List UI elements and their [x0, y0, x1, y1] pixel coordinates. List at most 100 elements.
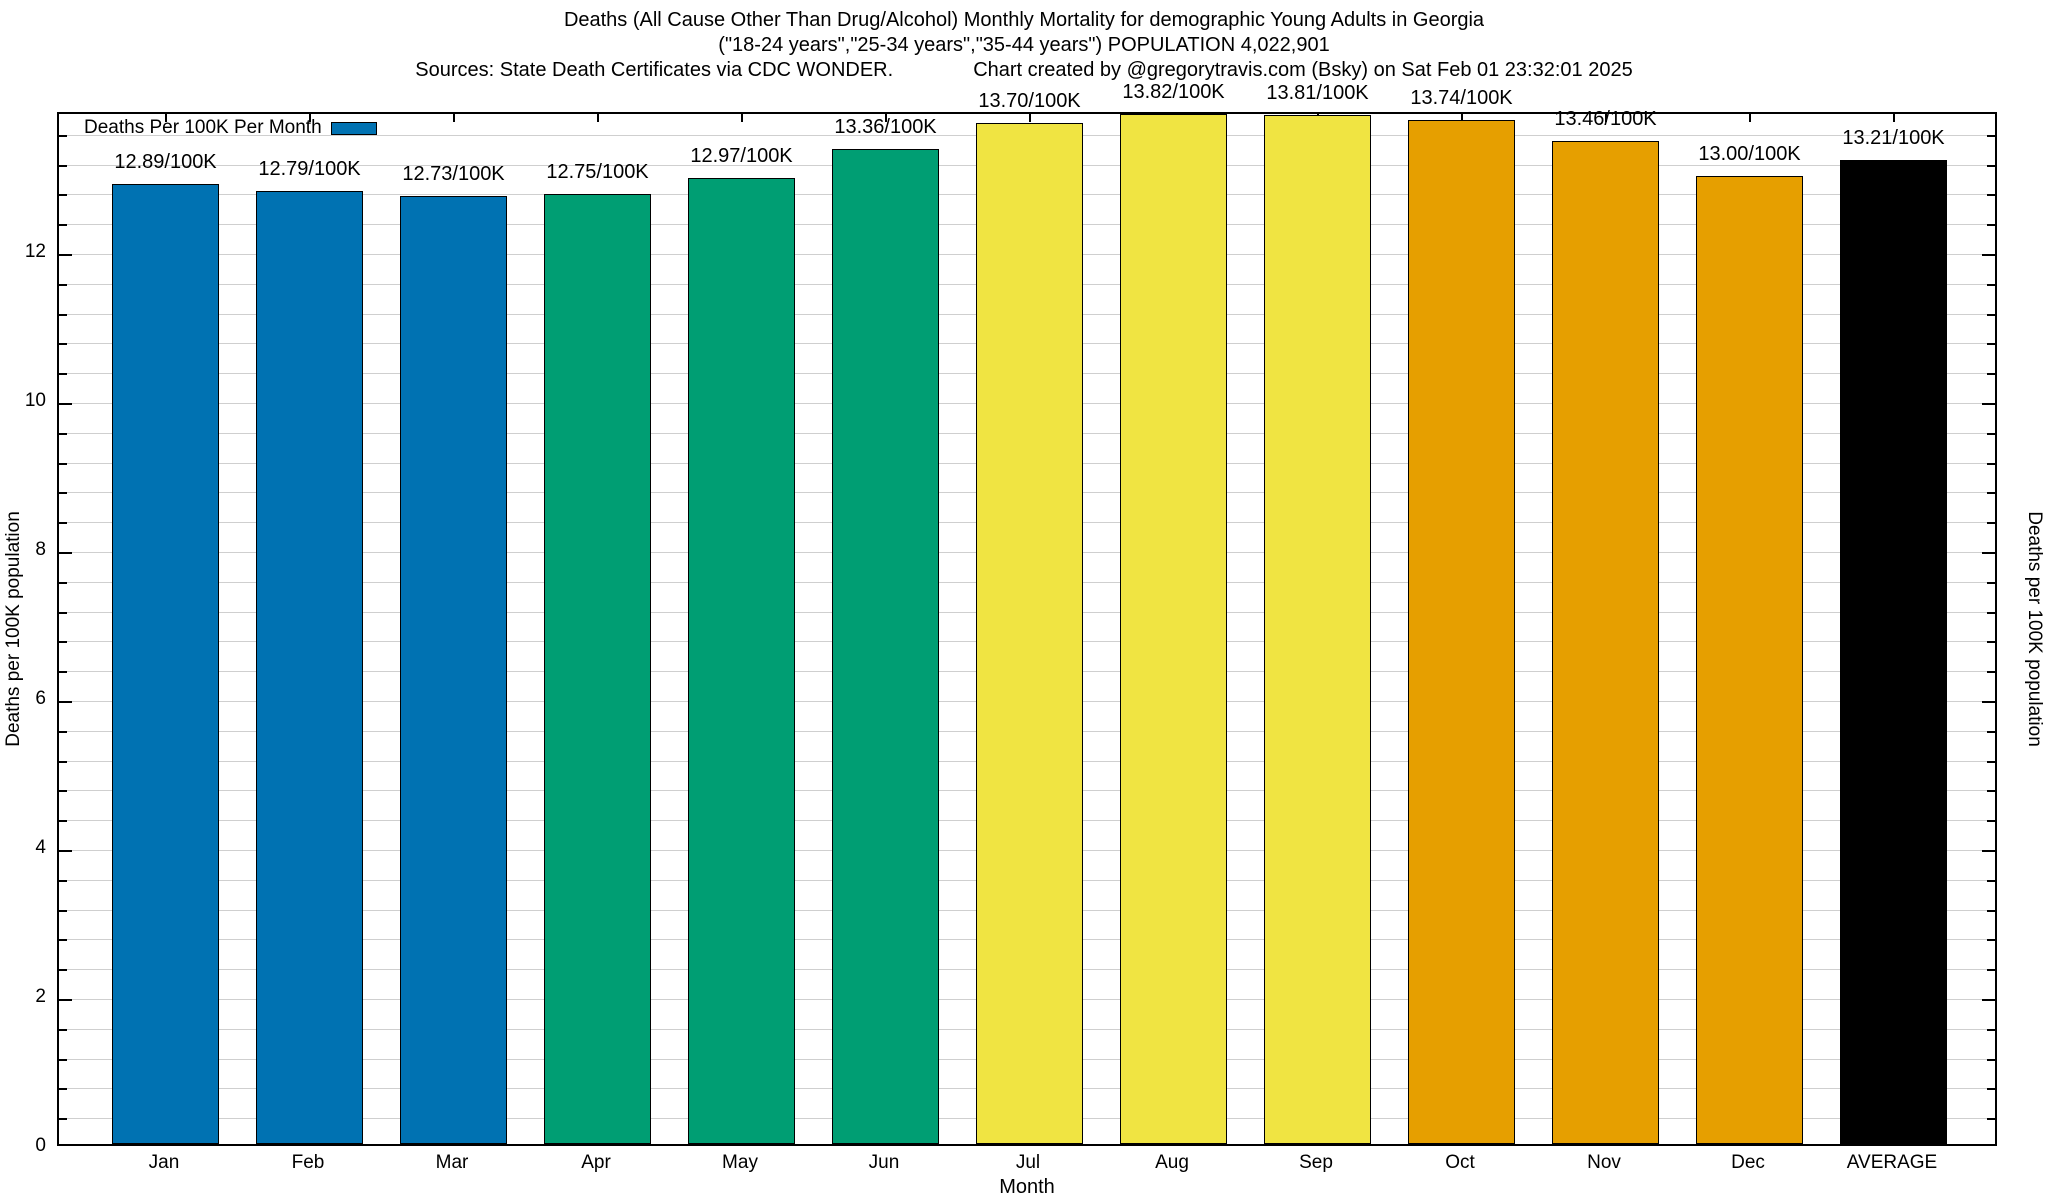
y-minor-tick	[59, 373, 67, 375]
x-top-tick	[453, 114, 455, 122]
bar-value-label-sep: 13.81/100K	[1266, 82, 1369, 104]
y-axis-title-right: Deaths per 100K population	[2024, 511, 2045, 747]
x-top-tick	[309, 114, 311, 122]
y-minor-tick	[1987, 1088, 1995, 1090]
bar-feb	[256, 191, 363, 1144]
bar-value-label-mar: 12.73/100K	[402, 163, 505, 185]
y-major-tick	[59, 999, 72, 1001]
y-minor-tick	[1987, 284, 1995, 286]
bar-aug	[1120, 114, 1227, 1144]
x-tick-label-apr: Apr	[581, 1152, 611, 1173]
y-minor-tick	[1987, 1059, 1995, 1061]
y-minor-tick	[1987, 761, 1995, 763]
bar-jan	[112, 184, 219, 1144]
x-top-tick	[1893, 114, 1895, 122]
y-major-tick	[59, 850, 72, 852]
y-minor-tick	[1987, 433, 1995, 435]
y-minor-tick	[59, 582, 67, 584]
y-major-tick	[1982, 403, 1995, 405]
y-minor-tick	[59, 314, 67, 316]
x-top-tick	[1749, 114, 1751, 122]
bar-nov	[1552, 141, 1659, 1144]
y-minor-tick	[1987, 880, 1995, 882]
legend-label: Deaths Per 100K Per Month	[84, 117, 322, 138]
y-minor-tick	[1987, 910, 1995, 912]
y-minor-tick	[59, 135, 67, 137]
y-minor-tick	[59, 284, 67, 286]
y-minor-tick	[1987, 969, 1995, 971]
y-tick-label-2: 2	[35, 986, 46, 1007]
legend-swatch-icon	[330, 121, 377, 135]
chart-title-line2: ("18-24 years","25-34 years","35-44 year…	[718, 34, 1330, 56]
y-minor-tick	[1987, 612, 1995, 614]
x-tick-label-average: AVERAGE	[1846, 1152, 1938, 1173]
y-tick-label-4: 4	[35, 837, 46, 858]
bar-value-label-jul: 13.70/100K	[978, 90, 1081, 112]
bar-mar	[400, 196, 507, 1144]
bar-value-label-average: 13.21/100K	[1842, 127, 1945, 149]
y-tick-label-0: 0	[35, 1135, 46, 1156]
bar-value-label-dec: 13.00/100K	[1698, 143, 1801, 165]
y-minor-tick	[1987, 731, 1995, 733]
y-minor-tick	[59, 671, 67, 673]
y-minor-tick	[59, 612, 67, 614]
chart-title-line3: Sources: State Death Certificates via CD…	[0, 58, 2048, 83]
y-major-tick	[1982, 850, 1995, 852]
y-minor-tick	[1987, 194, 1995, 196]
y-minor-tick	[1987, 790, 1995, 792]
y-tick-label-10: 10	[24, 390, 46, 411]
x-top-tick	[1605, 114, 1607, 122]
y-minor-tick	[59, 1088, 67, 1090]
bar-value-label-jan: 12.89/100K	[114, 151, 217, 173]
x-tick-label-may: May	[722, 1152, 758, 1173]
x-axis-title: Month	[999, 1176, 1055, 1198]
y-major-tick	[1982, 701, 1995, 703]
x-top-tick	[1461, 114, 1463, 122]
y-tick-label-12: 12	[24, 241, 46, 262]
y-minor-tick	[59, 343, 67, 345]
y-major-tick	[1982, 254, 1995, 256]
y-major-tick	[59, 552, 72, 554]
x-tick-label-mar: Mar	[435, 1152, 469, 1173]
y-minor-tick	[59, 731, 67, 733]
y-minor-tick	[1987, 820, 1995, 822]
y-minor-tick	[59, 433, 67, 435]
bar-value-label-nov: 13.46/100K	[1554, 108, 1657, 130]
y-minor-tick	[59, 790, 67, 792]
y-minor-tick	[1987, 1118, 1995, 1120]
y-minor-tick	[1987, 224, 1995, 226]
y-minor-tick	[59, 224, 67, 226]
x-tick-label-dec: Dec	[1731, 1152, 1765, 1173]
y-minor-tick	[1987, 492, 1995, 494]
bar-jul	[976, 123, 1083, 1144]
y-minor-tick	[1987, 641, 1995, 643]
x-tick-label-feb: Feb	[291, 1152, 325, 1173]
bar-value-label-jun: 13.36/100K	[834, 116, 937, 138]
y-tick-label-8: 8	[35, 539, 46, 560]
y-minor-tick	[59, 1059, 67, 1061]
x-top-tick	[1029, 114, 1031, 122]
bar-sep	[1264, 115, 1371, 1144]
x-top-tick	[165, 114, 167, 122]
x-tick-label-sep: Sep	[1299, 1152, 1333, 1173]
bar-jun	[832, 149, 939, 1144]
y-minor-tick	[59, 1118, 67, 1120]
sources-note: Sources: State Death Certificates via CD…	[415, 59, 894, 81]
y-minor-tick	[59, 969, 67, 971]
bar-apr	[544, 194, 651, 1144]
x-tick-label-jul: Jul	[1015, 1152, 1041, 1173]
bar-oct	[1408, 120, 1515, 1144]
y-minor-tick	[1987, 1029, 1995, 1031]
y-minor-tick	[1987, 939, 1995, 941]
y-minor-tick	[1987, 373, 1995, 375]
bar-may	[688, 178, 795, 1144]
y-minor-tick	[59, 641, 67, 643]
y-minor-tick	[59, 910, 67, 912]
attribution-note: Chart created by @gregorytravis.com (Bsk…	[973, 59, 1633, 81]
y-minor-tick	[59, 522, 67, 524]
y-major-tick	[59, 701, 72, 703]
y-minor-tick	[1987, 463, 1995, 465]
y-minor-tick	[1987, 165, 1995, 167]
y-minor-tick	[1987, 671, 1995, 673]
